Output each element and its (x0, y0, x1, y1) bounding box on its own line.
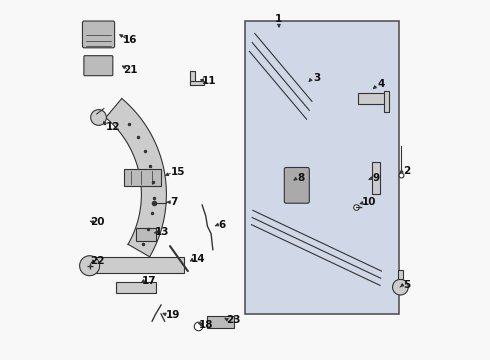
Text: 2: 2 (403, 166, 410, 176)
Text: 6: 6 (219, 220, 226, 230)
Text: 9: 9 (373, 173, 380, 183)
Bar (190, 81, 204, 85)
Text: 4: 4 (378, 79, 385, 89)
Text: 3: 3 (313, 73, 320, 83)
Text: 20: 20 (91, 217, 105, 227)
Text: 21: 21 (122, 65, 137, 75)
Circle shape (194, 322, 203, 331)
Bar (95, 257, 184, 273)
Bar (190, 71, 195, 85)
Circle shape (91, 110, 106, 125)
Bar (123, 169, 161, 186)
Bar (384, 91, 389, 112)
Polygon shape (106, 99, 167, 257)
Text: 14: 14 (191, 254, 205, 264)
Text: 23: 23 (226, 315, 241, 325)
Text: 16: 16 (122, 35, 137, 45)
Text: 1: 1 (275, 14, 283, 23)
Text: 17: 17 (142, 276, 157, 286)
Text: 7: 7 (171, 197, 178, 207)
Circle shape (392, 279, 408, 295)
Bar (397, 270, 403, 279)
Text: 8: 8 (298, 173, 305, 183)
FancyBboxPatch shape (245, 21, 398, 314)
FancyBboxPatch shape (284, 167, 309, 203)
FancyBboxPatch shape (82, 21, 115, 48)
Text: 19: 19 (166, 310, 180, 320)
Bar (117, 282, 156, 293)
Bar (358, 93, 388, 104)
Text: 18: 18 (199, 320, 214, 330)
Bar (136, 228, 156, 241)
Text: 22: 22 (91, 256, 105, 266)
Text: 5: 5 (403, 280, 410, 291)
Text: 15: 15 (171, 167, 185, 177)
Text: 10: 10 (362, 197, 376, 207)
Text: 11: 11 (201, 76, 216, 86)
Bar (372, 162, 380, 194)
FancyBboxPatch shape (84, 56, 113, 76)
Circle shape (79, 256, 99, 276)
Bar (207, 316, 234, 328)
Text: 13: 13 (155, 227, 170, 237)
Text: 12: 12 (105, 122, 120, 132)
